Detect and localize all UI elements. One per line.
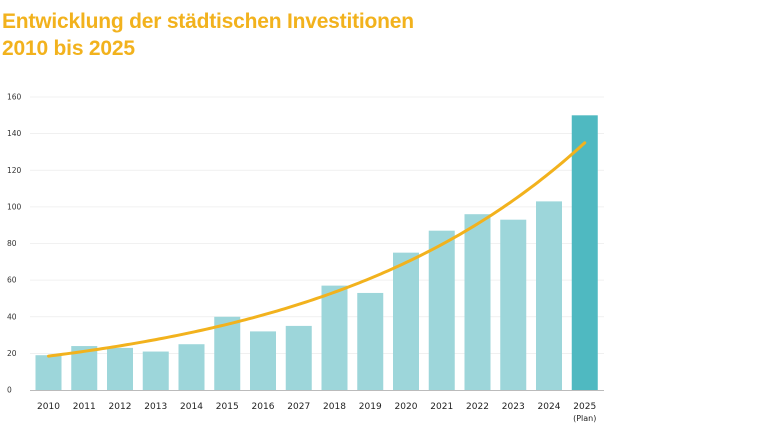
bar bbox=[107, 347, 133, 390]
x-tick-sublabel: (Plan) bbox=[573, 414, 596, 423]
bar bbox=[250, 331, 276, 390]
chart-title: Entwicklung der städtischen Investitione… bbox=[2, 8, 414, 62]
bar bbox=[428, 230, 455, 390]
x-tick-label: 2011 bbox=[73, 402, 96, 412]
x-tick-label: 2025 bbox=[573, 402, 596, 412]
x-tick-label: 2015 bbox=[216, 402, 239, 412]
y-tick-label: 140 bbox=[7, 129, 22, 138]
y-tick-label: 100 bbox=[7, 202, 22, 211]
y-axis-ticks: 0 20 40 60 80 100 120 140 160 bbox=[7, 93, 22, 395]
x-tick-label: 2020 bbox=[395, 402, 418, 412]
bar bbox=[357, 292, 384, 390]
x-tick-label: 2023 bbox=[502, 402, 525, 412]
x-tick-label: 2016 bbox=[252, 402, 275, 412]
x-tick-label: 2012 bbox=[109, 402, 132, 412]
chart-title-line-2: 2010 bis 2025 bbox=[2, 37, 135, 60]
y-tick-label: 120 bbox=[7, 166, 22, 175]
bar bbox=[35, 355, 62, 390]
x-tick-label: 2013 bbox=[144, 402, 167, 412]
bar bbox=[536, 201, 562, 390]
y-tick-label: 60 bbox=[7, 276, 17, 285]
chart-title-line-1: Entwicklung der städtischen Investitione… bbox=[2, 10, 414, 33]
y-tick-label: 20 bbox=[7, 349, 17, 358]
y-tick-label: 160 bbox=[7, 93, 22, 102]
bar bbox=[142, 351, 169, 390]
x-axis-ticks: 2010 2011 2012 2013 2014 2015 2016 2027 2018 2019… bbox=[37, 402, 596, 423]
x-tick-label: 2021 bbox=[430, 402, 453, 412]
bar-highlight bbox=[571, 115, 598, 390]
y-tick-label: 0 bbox=[7, 386, 12, 395]
y-tick-label: 80 bbox=[7, 239, 17, 248]
bar bbox=[393, 252, 419, 390]
x-tick-label: 2019 bbox=[359, 402, 382, 412]
bar bbox=[214, 316, 241, 390]
trend-layer bbox=[47, 141, 587, 358]
y-tick-label: 40 bbox=[7, 312, 17, 321]
x-tick-label: 2018 bbox=[323, 402, 346, 412]
bar bbox=[321, 285, 348, 390]
x-tick-label: 2010 bbox=[37, 402, 60, 412]
trend-line bbox=[47, 141, 587, 358]
bar bbox=[500, 219, 527, 390]
bar bbox=[285, 325, 312, 390]
bar bbox=[178, 344, 205, 390]
bars bbox=[35, 115, 598, 390]
x-tick-label: 2014 bbox=[180, 402, 203, 412]
x-tick-label: 2027 bbox=[287, 402, 310, 412]
bar bbox=[464, 214, 491, 390]
x-tick-label: 2024 bbox=[538, 402, 561, 412]
x-tick-label: 2022 bbox=[466, 402, 489, 412]
